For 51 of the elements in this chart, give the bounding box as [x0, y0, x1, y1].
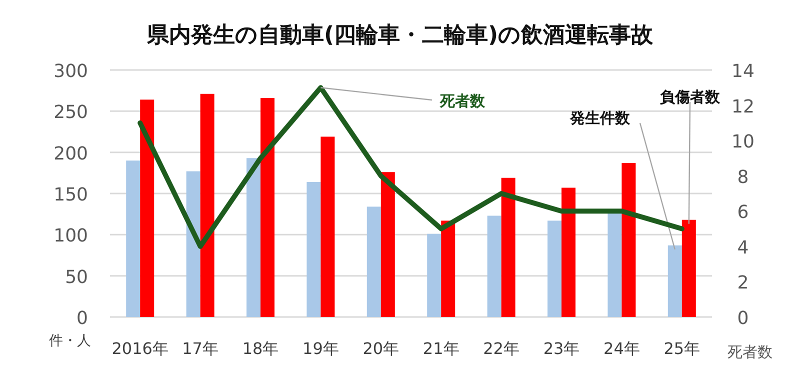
- y2-tick-label: 12: [732, 96, 754, 118]
- text: 発生件数: [569, 109, 631, 127]
- y2-tick-label: 10: [732, 132, 754, 153]
- chart-title: 県内発生の自動車(四輪車・二輪車)の飲酒運転事故: [146, 23, 654, 48]
- y2-tick-label: 0: [737, 308, 749, 329]
- bar: [427, 234, 442, 317]
- bar: [200, 94, 214, 317]
- y2-tick-label: 6: [737, 202, 749, 224]
- bar: [562, 188, 576, 317]
- bar: [366, 206, 381, 317]
- bar: [668, 245, 682, 317]
- bar: [260, 98, 274, 317]
- y2-axis-title: 死者数: [728, 343, 772, 361]
- bar: [306, 182, 321, 317]
- x-tick-label: 2016年: [112, 339, 168, 358]
- y-tick-label: 200: [54, 143, 88, 164]
- y-axis-title: 件・人: [49, 333, 91, 349]
- y-tick-label: 150: [54, 184, 88, 206]
- x-tick-label: 25年: [664, 339, 700, 358]
- bar: [501, 178, 516, 317]
- bar: [380, 172, 395, 317]
- bar: [682, 220, 696, 317]
- x-tick-label: 22年: [483, 339, 520, 358]
- y2-tick-label: 2: [737, 272, 749, 294]
- y-tick-label: 250: [54, 102, 88, 124]
- x-tick-label: 23年: [543, 339, 580, 358]
- bar: [186, 171, 200, 317]
- y2-tick-label: 8: [737, 166, 749, 188]
- bar: [246, 158, 260, 317]
- bar: [487, 216, 502, 317]
- y-tick-label: 300: [54, 61, 88, 82]
- x-tick-label: 20年: [362, 339, 400, 358]
- bar: [608, 213, 622, 317]
- y-tick-label: 50: [65, 266, 88, 288]
- text: 死者数: [439, 92, 486, 110]
- x-tick-label: 21年: [422, 339, 460, 358]
- bar: [441, 220, 456, 317]
- bar: [140, 100, 154, 317]
- x-tick-label: 24年: [604, 339, 640, 358]
- bar: [126, 160, 140, 317]
- x-tick-label: 18年: [242, 339, 279, 358]
- x-tick-label: 19年: [302, 339, 339, 358]
- bar: [622, 163, 636, 317]
- y-tick-label: 0: [76, 308, 88, 329]
- bar: [548, 220, 562, 317]
- y2-tick-label: 14: [732, 61, 754, 82]
- x-tick-label: 17年: [182, 339, 218, 358]
- y-tick-label: 100: [54, 226, 88, 247]
- text: 負傷者数: [660, 88, 721, 106]
- bar: [320, 136, 335, 317]
- y2-tick-label: 4: [737, 237, 749, 258]
